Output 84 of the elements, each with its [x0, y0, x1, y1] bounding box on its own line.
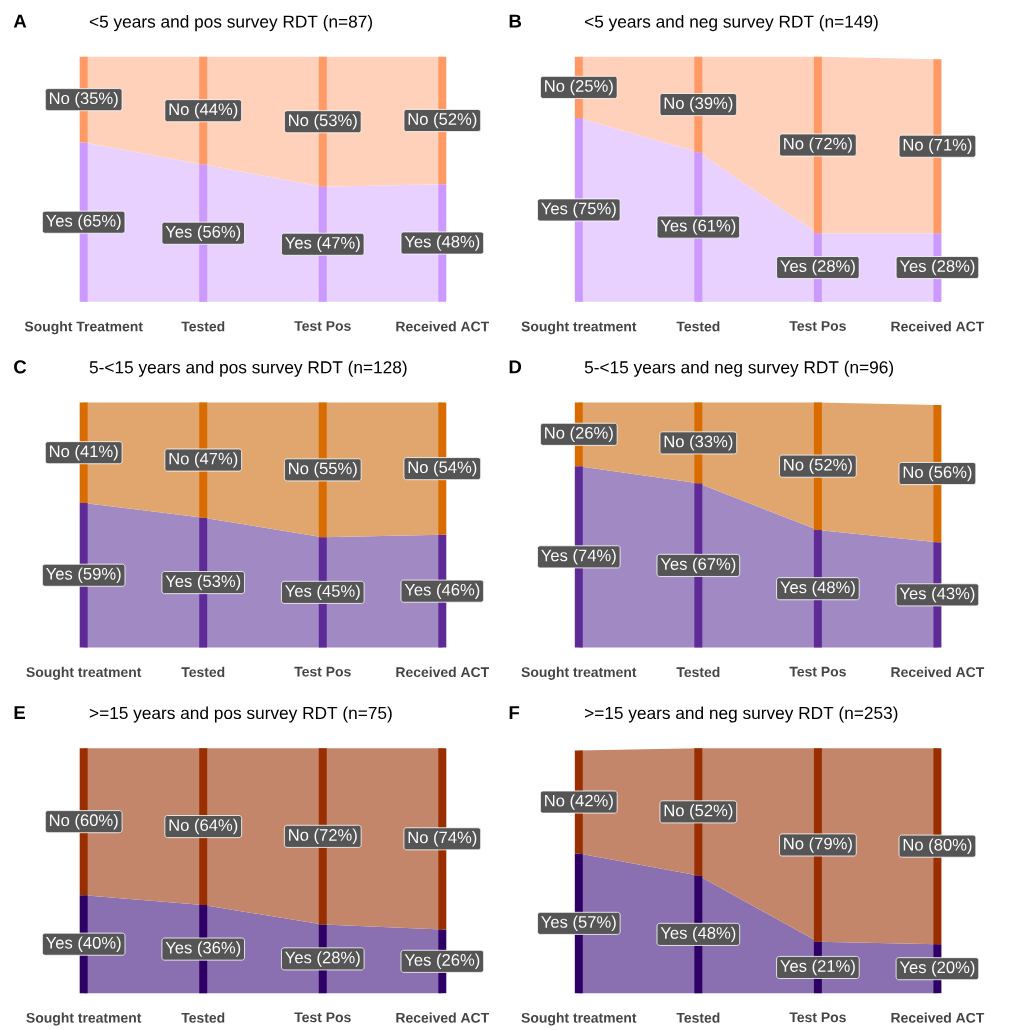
x-tick-label: Tested	[676, 321, 720, 332]
data-label: No (26%)	[545, 426, 613, 443]
data-label: Yes (45%)	[285, 584, 360, 601]
data-label: No (74%)	[408, 831, 477, 847]
data-label: No (52%)	[408, 112, 477, 129]
data-label: No (55%)	[289, 462, 357, 478]
data-label: Yes (74%)	[541, 549, 616, 565]
x-tick-label: Tested	[181, 666, 225, 678]
data-label: No (71%)	[903, 138, 972, 154]
data-label: Yes (36%)	[165, 941, 241, 957]
data-label: Yes (20%)	[899, 960, 975, 977]
text: 5-<15 years and pos survey RDT (n=128)	[89, 360, 407, 377]
x-tick-label: Tested	[181, 1012, 225, 1023]
text: <5 years and pos survey RDT (n=87)	[89, 15, 372, 32]
x-tick-label: Test Pos	[294, 666, 351, 677]
data-label: Yes (43%)	[899, 587, 975, 603]
data-label: Yes (28%)	[285, 951, 360, 967]
x-tick-label: Received ACT	[891, 321, 985, 332]
text: <5 years and neg survey RDT (n=149)	[584, 15, 878, 32]
data-label: No (52%)	[664, 804, 733, 820]
text: 5-<15 years and neg survey RDT (n=96)	[584, 360, 893, 377]
data-label: Yes (48%)	[660, 926, 736, 943]
data-label: Yes (56%)	[165, 225, 241, 241]
data-label: No (35%)	[49, 91, 118, 108]
x-tick-label: Test Pos	[294, 1012, 351, 1023]
text: C	[14, 360, 27, 374]
x-tick-label: Sought Treatment	[24, 321, 143, 335]
data-label: Yes (57%)	[541, 915, 616, 932]
data-label: No (42%)	[545, 794, 613, 810]
annotation: F	[509, 706, 520, 719]
x-tick-label: Sought treatment	[26, 666, 142, 680]
data-label: No (52%)	[784, 458, 852, 474]
x-tick-label: Test Pos	[294, 321, 351, 331]
data-label: Yes (67%)	[660, 557, 736, 574]
data-label: Yes (61%)	[660, 219, 736, 235]
data-label: Yes (40%)	[46, 936, 121, 952]
data-label: Yes (46%)	[404, 583, 480, 599]
data-label: No (39%)	[664, 96, 733, 113]
x-tick-label: Received ACT	[396, 321, 489, 332]
data-label: Yes (47%)	[285, 236, 360, 252]
x-tick-label: Received ACT	[396, 1012, 489, 1023]
data-label: No (64%)	[169, 818, 238, 835]
text: >=15 years and neg survey RDT (n=253)	[584, 706, 898, 723]
x-tick-label: Tested	[676, 1012, 720, 1023]
data-label: No (72%)	[289, 828, 357, 845]
x-tick-label: Test Pos	[789, 666, 846, 677]
data-label: No (41%)	[49, 444, 118, 461]
data-label: No (56%)	[903, 465, 972, 482]
data-label: No (47%)	[169, 452, 238, 468]
data-label: No (79%)	[784, 837, 852, 853]
data-label: No (80%)	[903, 838, 972, 854]
data-label: Yes (59%)	[46, 567, 121, 583]
x-tick-label: Sought treatment	[26, 1012, 142, 1026]
annotation: D	[509, 360, 522, 374]
x-tick-label: Sought treatment	[521, 666, 637, 680]
data-label: No (60%)	[49, 813, 118, 830]
data-label: No (54%)	[408, 460, 477, 477]
data-label: No (25%)	[545, 79, 613, 96]
data-label: Yes (21%)	[780, 959, 855, 976]
data-label: Yes (53%)	[165, 574, 241, 591]
data-label: Yes (48%)	[780, 580, 855, 597]
data-label: Yes (48%)	[404, 235, 480, 251]
data-label: Yes (28%)	[780, 259, 855, 276]
x-tick-label: Received ACT	[891, 1012, 985, 1023]
x-tick-label: Received ACT	[396, 666, 489, 678]
x-tick-label: Sought treatment	[521, 321, 637, 335]
data-label: No (33%)	[664, 435, 733, 451]
data-label: No (72%)	[784, 137, 852, 153]
data-label: No (44%)	[169, 102, 238, 119]
x-tick-label: Tested	[676, 666, 720, 678]
x-tick-label: Test Pos	[789, 1012, 846, 1023]
x-tick-label: Tested	[181, 321, 225, 332]
data-label: No (53%)	[289, 113, 357, 130]
annotation: B	[509, 14, 521, 28]
data-label: Yes (28%)	[899, 259, 975, 276]
text: A	[13, 14, 27, 28]
x-tick-label: Test Pos	[789, 321, 846, 331]
x-tick-label: Received ACT	[891, 666, 985, 678]
text: >=15 years and pos survey RDT (n=75)	[89, 706, 392, 723]
data-label: Yes (26%)	[404, 953, 480, 970]
data-label: Yes (65%)	[46, 214, 121, 230]
text: E	[14, 706, 25, 719]
x-tick-label: Sought treatment	[521, 1012, 637, 1026]
data-label: Yes (75%)	[541, 202, 616, 218]
